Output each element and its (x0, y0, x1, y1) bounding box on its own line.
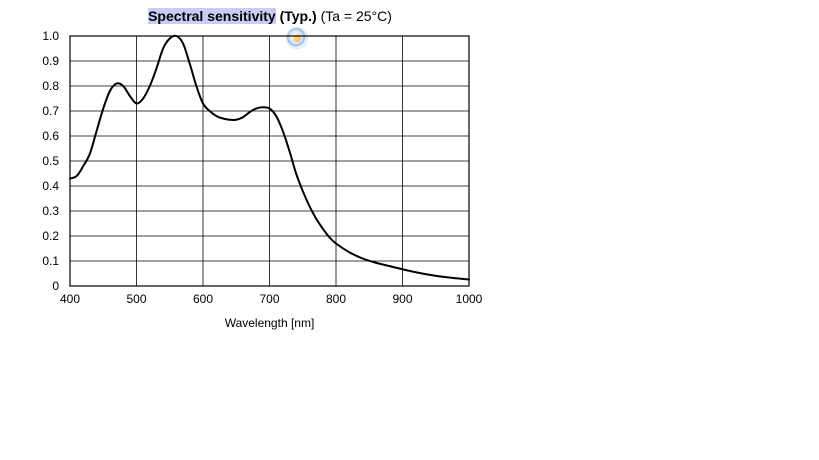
y-tick-label-5: 0.5 (42, 154, 59, 168)
x-tick-label-800: 800 (326, 292, 346, 306)
x-tick-label-500: 500 (126, 292, 146, 306)
title-selected-text[interactable]: Spectral sensitivity (148, 8, 276, 24)
x-tick-label-400: 400 (60, 292, 80, 306)
y-tick-label-1: 0.1 (42, 254, 59, 268)
chart-grid (69, 35, 470, 287)
y-tick-label-0: 0 (52, 279, 59, 293)
x-axis-label: Wavelength [nm] (225, 316, 315, 330)
y-tick-label-7: 0.7 (42, 104, 59, 118)
y-tick-label-6: 0.6 (42, 129, 59, 143)
y-tick-label-8: 0.8 (42, 79, 59, 93)
y-tick-label-9: 0.9 (42, 54, 59, 68)
y-tick-label-10: 1.0 (42, 29, 59, 43)
x-tick-label-600: 600 (193, 292, 213, 306)
y-tick-labels: 0 0.1 0.2 0.3 0.4 0.5 0.6 0.7 0.8 0.9 1.0 (42, 29, 59, 293)
x-tick-label-1000: 1000 (456, 292, 483, 306)
x-tick-labels: 400 500 600 700 800 900 1000 (60, 292, 483, 306)
y-tick-label-3: 0.3 (42, 204, 59, 218)
translate-popup-icon-center (293, 34, 301, 42)
x-tick-label-900: 900 (392, 292, 412, 306)
title-typ-text: (Typ.) (279, 8, 317, 24)
y-tick-label-4: 0.4 (42, 179, 59, 193)
sensitivity-curve (69, 34, 470, 281)
chart-title: Spectral sensitivity (Typ.) (Ta = 25°C) (0, 7, 540, 25)
x-tick-label-700: 700 (259, 292, 279, 306)
title-condition-text: (Ta = 25°C) (320, 8, 392, 24)
plot-frame (69, 35, 470, 287)
translate-popup-icon[interactable] (287, 28, 307, 48)
y-tick-label-2: 0.2 (42, 229, 59, 243)
